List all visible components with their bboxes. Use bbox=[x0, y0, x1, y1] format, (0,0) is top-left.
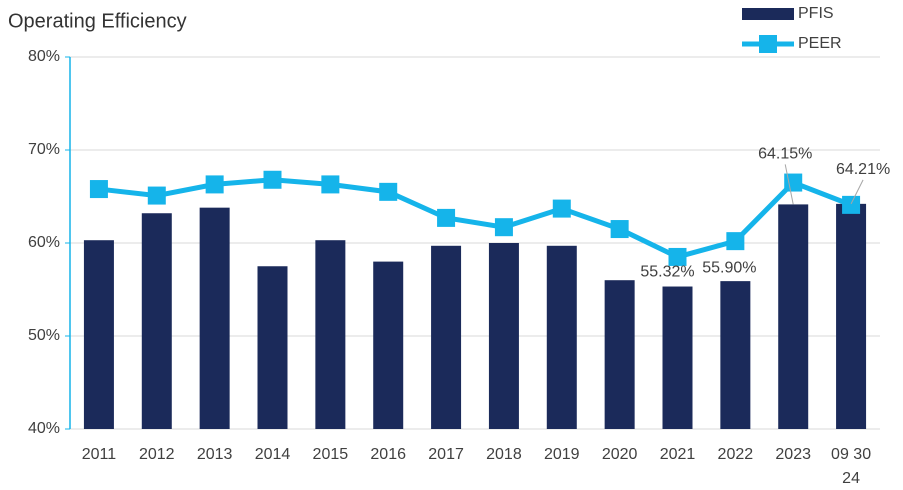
marker bbox=[379, 182, 398, 201]
bar bbox=[604, 280, 635, 429]
x-tick-label: 2022 bbox=[718, 446, 754, 463]
x-tick-label: 2021 bbox=[660, 446, 696, 463]
x-tick-label: 2012 bbox=[139, 446, 175, 463]
marker bbox=[147, 186, 166, 205]
y-tick-label: 40% bbox=[28, 420, 60, 437]
bar bbox=[836, 203, 867, 429]
bar bbox=[778, 204, 809, 429]
bar bbox=[373, 261, 404, 429]
x-tick-label: 2018 bbox=[486, 446, 522, 463]
x-tick-label: 2020 bbox=[602, 446, 638, 463]
x-tick-label: 2016 bbox=[370, 446, 406, 463]
x-tick-label: 09 30 24 bbox=[831, 446, 871, 487]
legend-label: PFIS bbox=[798, 5, 834, 22]
x-tick-label: 2019 bbox=[544, 446, 580, 463]
bar bbox=[720, 281, 751, 429]
marker bbox=[321, 175, 340, 194]
bar bbox=[257, 266, 288, 429]
bar bbox=[431, 245, 462, 429]
legend-swatch bbox=[759, 35, 777, 53]
bar bbox=[199, 207, 230, 429]
legend-label: PEER bbox=[798, 35, 842, 52]
data-label: 64.21% bbox=[836, 161, 890, 178]
y-tick-label: 70% bbox=[28, 141, 60, 158]
y-tick-label: 60% bbox=[28, 234, 60, 251]
leader-line bbox=[784, 164, 794, 205]
marker bbox=[552, 199, 571, 218]
chart-title: Operating Efficiency bbox=[8, 10, 187, 32]
legend-swatch bbox=[742, 8, 794, 20]
marker bbox=[437, 208, 456, 227]
marker bbox=[726, 232, 745, 251]
bar bbox=[546, 245, 577, 429]
x-tick-label: 2015 bbox=[313, 446, 349, 463]
x-tick-label: 2013 bbox=[197, 446, 233, 463]
marker bbox=[784, 173, 803, 192]
y-tick-label: 50% bbox=[28, 327, 60, 344]
bar bbox=[315, 240, 346, 429]
leader-line bbox=[850, 179, 864, 205]
marker bbox=[89, 180, 108, 199]
data-label: 55.90% bbox=[702, 259, 756, 276]
marker bbox=[610, 220, 629, 239]
x-tick-label: 2023 bbox=[775, 446, 811, 463]
x-tick-label: 2017 bbox=[428, 446, 464, 463]
bar bbox=[488, 243, 519, 429]
line bbox=[98, 177, 852, 260]
marker bbox=[263, 170, 282, 189]
marker bbox=[668, 247, 687, 266]
x-tick-label: 2011 bbox=[82, 446, 117, 463]
y-tick-label: 80% bbox=[28, 48, 60, 65]
bar bbox=[83, 240, 114, 429]
marker bbox=[205, 175, 224, 194]
data-label: 64.15% bbox=[758, 146, 812, 163]
data-label: 55.32% bbox=[640, 264, 694, 281]
marker bbox=[494, 218, 513, 237]
bar bbox=[662, 286, 693, 429]
bar bbox=[141, 213, 172, 429]
x-tick-label: 2014 bbox=[255, 446, 291, 463]
marker bbox=[842, 195, 861, 214]
